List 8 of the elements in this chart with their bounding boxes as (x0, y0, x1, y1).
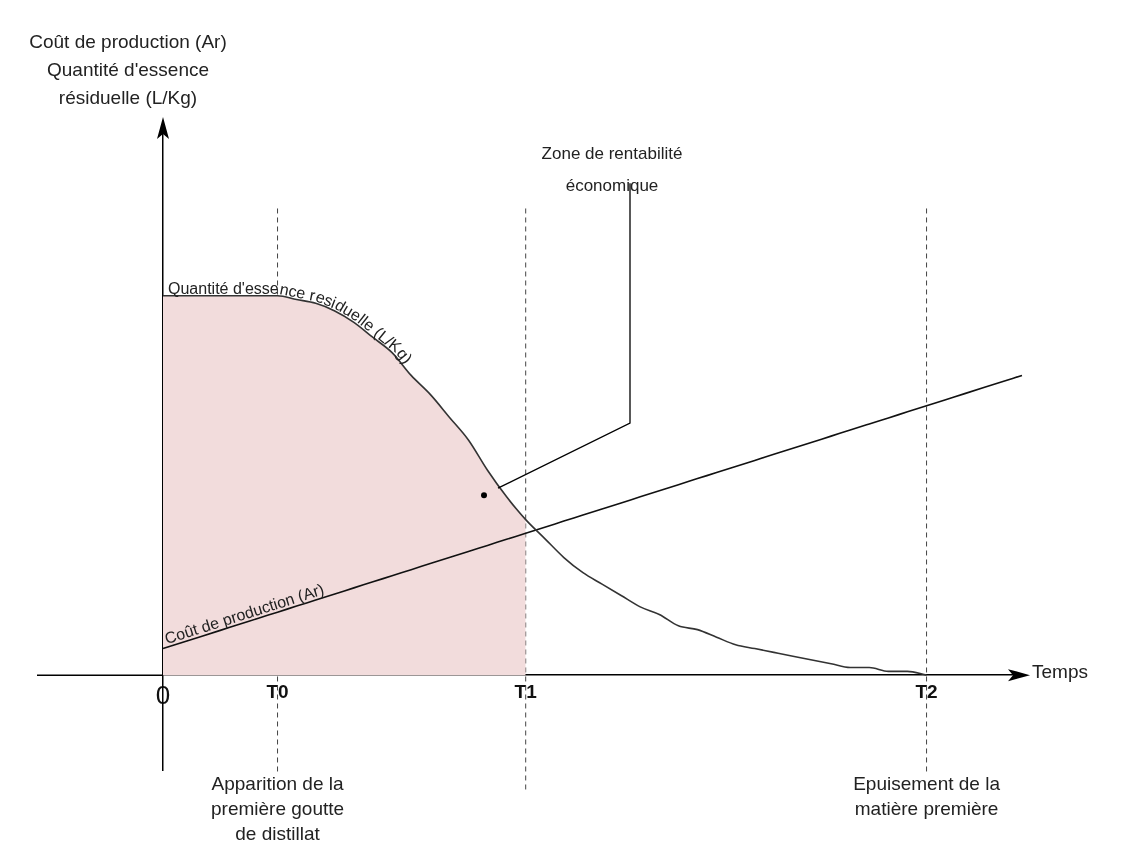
ref-line-label: Epuisement de la matière première (853, 773, 1001, 819)
ref-line-label: Apparition de la première goutte de distillat (210, 773, 345, 844)
x-tick-label: T0 (266, 680, 289, 702)
x-axis-title: Temps (1032, 661, 1088, 683)
x-tick-label: T1 (514, 680, 538, 702)
x-tick-label: T2 (915, 680, 938, 702)
text: Coût de production (Ar) Quantité d'essence résiduelle (L/Kg) (29, 31, 227, 109)
text: Zone de rentabilité économique (541, 143, 683, 195)
